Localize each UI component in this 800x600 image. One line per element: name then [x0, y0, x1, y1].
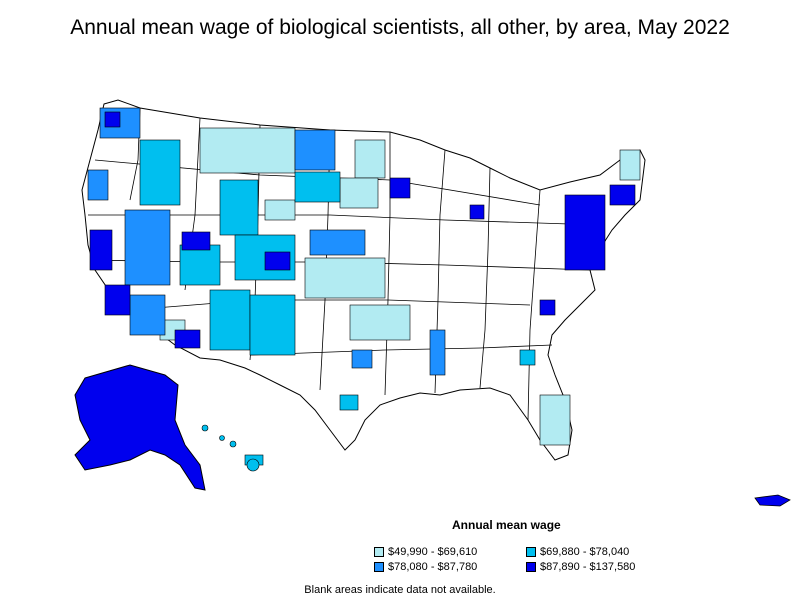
alaska-outline	[74, 364, 206, 491]
area-tucson	[174, 329, 201, 349]
area-nebraska	[309, 229, 366, 256]
area-chicago	[469, 204, 485, 220]
page-title: Annual mean wage of biological scientist…	[70, 16, 730, 40]
area-boston	[609, 184, 636, 206]
legend-item-2: $69,880 - $78,040	[526, 546, 629, 558]
area-utah	[179, 244, 221, 286]
legend-label: $49,990 - $69,610	[388, 546, 478, 558]
area-maine	[619, 149, 641, 181]
area-minneapolis	[389, 177, 411, 199]
legend-swatch	[526, 562, 536, 572]
legend-swatch	[374, 547, 384, 557]
area-florida	[539, 394, 571, 446]
legend-item-1: $49,990 - $69,610	[374, 546, 477, 558]
puerto-rico	[754, 494, 791, 507]
area-wyoming	[219, 179, 259, 236]
area-south-dakota-west	[294, 171, 341, 203]
area-new-mexico	[249, 294, 296, 356]
area-arkansas	[351, 349, 373, 369]
legend-item-4: $87,890 - $137,580	[526, 561, 635, 573]
area-idaho	[139, 139, 181, 206]
area-montana	[199, 127, 296, 174]
area-oklahoma-east	[349, 304, 411, 341]
legend-swatch	[526, 547, 536, 557]
area-california-bay	[89, 229, 113, 271]
area-boise	[181, 231, 211, 251]
area-regions	[87, 107, 641, 466]
hawaii-islands	[201, 424, 260, 472]
area-seattle	[104, 111, 121, 128]
legend-item-3: $78,080 - $87,780	[374, 561, 477, 573]
footnote: Blank areas indicate data not available.	[304, 584, 496, 596]
legend-label: $87,890 - $137,580	[540, 561, 636, 573]
area-south-dakota-east	[339, 177, 379, 209]
area-texas-gulf	[339, 394, 359, 411]
area-kansas	[304, 257, 386, 299]
area-nevada	[124, 209, 171, 286]
area-mississippi	[429, 329, 446, 376]
area-north-dakota-west	[294, 129, 336, 171]
legend-label: $78,080 - $87,780	[388, 561, 478, 573]
area-arizona-west	[129, 294, 166, 336]
area-georgia-coast	[519, 349, 536, 366]
area-northeast-corridor	[564, 194, 606, 271]
legend-title: Annual mean wage	[452, 518, 561, 532]
area-los-angeles	[104, 284, 131, 316]
area-wyoming-south	[264, 199, 296, 221]
area-oregon-coast	[87, 169, 109, 201]
legend-label: $69,880 - $78,040	[540, 546, 630, 558]
legend-swatch	[374, 562, 384, 572]
area-raleigh	[539, 299, 556, 316]
area-north-dakota-east	[354, 139, 386, 179]
area-arizona-east	[209, 289, 251, 351]
area-denver	[264, 251, 291, 271]
